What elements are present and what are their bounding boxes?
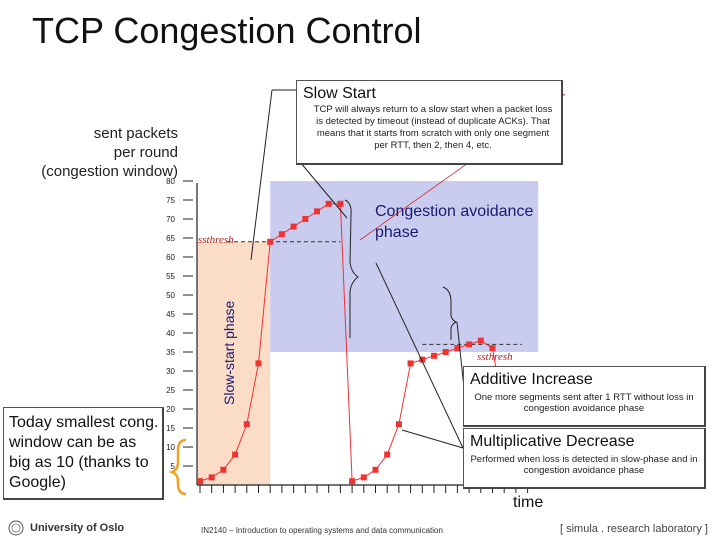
cwnd-data-point [477,337,484,344]
additive-brace [442,286,458,340]
cwnd-data-point [395,421,402,428]
cwnd-data-point [466,341,473,348]
y-tick-label: 15 [166,424,175,433]
today-brace [168,438,187,496]
cwnd-data-point [302,216,309,222]
cwnd-data-point [407,360,414,367]
cwnd-data-point [290,223,297,230]
ssthresh-label-lower: ssthresh [477,351,513,363]
y-tick-label: 10 [166,443,175,452]
today-note-text: Today smallest cong. window can be as bi… [9,414,159,491]
cwnd-data-point [278,231,285,238]
y-tick-label: 75 [166,196,175,205]
y-tick-label: 80 [166,177,175,186]
cwnd-data-point [325,200,332,207]
cwnd-data-point [454,345,461,352]
y-tick-label: 35 [166,348,175,357]
cwnd-data-point [243,421,250,428]
cwnd-data-point [372,466,379,473]
cwnd-data-point [197,478,203,485]
congestion-avoidance-label: Congestion avoidance phase [375,203,534,241]
university-seal-icon [8,520,24,536]
x-ticks [199,485,529,493]
cwnd-data-point [337,200,344,207]
cwnd-data-point [419,356,426,363]
cwnd-data-point [220,466,227,473]
y-tick-label: 25 [166,386,175,395]
multiplicative-decrease-callout: Multiplicative Decrease Performed when l… [463,428,706,489]
decrease-pointer-a [375,262,464,449]
cwnd-data-point [232,451,239,458]
y-tick-label: 40 [166,329,175,338]
slow-start-title: Slow Start [303,85,376,102]
multiplicative-decrease-title: Multiplicative Decrease [470,433,635,450]
y-tick-label: 60 [166,253,175,262]
footer-lab: [ simula . research laboratory ] [560,523,708,535]
slide-title: TCP Congestion Control [32,10,422,51]
multiplicative-decrease-description: Performed when loss is detected in slow-… [470,454,698,476]
ssthresh-label-upper: ssthresh [198,234,234,246]
y-ticks: 5 10 15 20 25 30 35 40 45 50 55 60 65 70 75 80 [166,177,193,471]
footer-course: IN2140 – Introduction to operating syste… [201,526,443,535]
additive-increase-callout: Additive Increase One more segments sent… [463,366,706,427]
ca-brace [344,199,359,338]
cwnd-data-point [267,238,274,245]
slow-start-description: TCP will always return to a slow start w… [313,104,553,151]
cwnd-data-point [314,208,320,215]
y-axis-label: sent packets per round (congestion windo… [41,125,178,180]
cwnd-data-point [360,474,367,481]
x-axis-label: time [513,494,543,511]
y-tick-label: 50 [166,291,175,300]
additive-pointer [456,321,465,389]
y-tick-label: 45 [166,310,175,319]
decrease-pointer-b [401,429,464,449]
y-tick-label: 20 [166,405,175,414]
y-tick-label: 55 [166,272,175,281]
university-name: University of Oslo [30,522,125,534]
cwnd-data-point [384,451,391,458]
today-note-box: Today smallest cong. window can be as bi… [3,407,164,500]
cwnd-data-point [255,360,262,367]
y-tick-label: 65 [166,234,175,243]
cwnd-series-points [197,200,519,485]
y-tick-label: 5 [171,462,176,471]
cwnd-data-point [489,345,496,352]
additive-increase-description: One more segments sent after 1 RTT witho… [474,392,694,414]
additive-increase-title: Additive Increase [470,371,593,388]
slow-start-callout: Slow Start TCP will always return to a s… [296,80,563,165]
cwnd-data-point [349,478,356,485]
cwnd-data-point [431,352,437,359]
cwnd-data-point [208,474,215,481]
slow-start-pointer-c [299,161,348,219]
slow-start-pointer-b [250,89,273,261]
cwnd-series-line [199,203,517,482]
cwnd-data-point [442,349,449,355]
y-tick-label: 30 [166,367,175,376]
y-tick-label: 70 [166,215,175,224]
slow-start-phase-label: Slow-start phase [221,301,237,405]
